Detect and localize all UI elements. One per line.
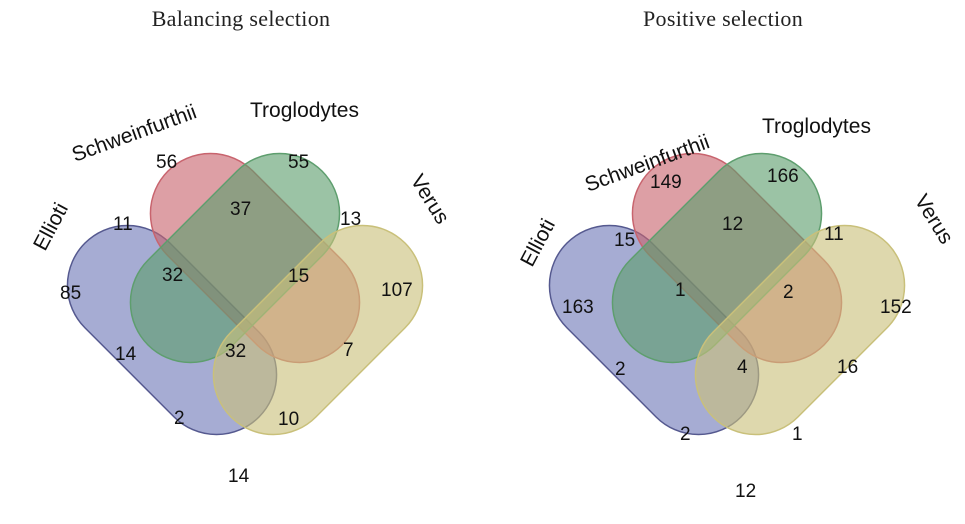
count-ellioti-verus: 14 <box>228 466 250 487</box>
venn-diagram-balancing: Ellioti Schweinfurthii Troglodytes Verus… <box>29 99 454 487</box>
count-ellioti: 85 <box>60 283 81 304</box>
set-label-ellioti: Ellioti <box>29 199 73 254</box>
set-ellipses <box>548 152 906 436</box>
count-ellioti-schweinfurthii-verus: 10 <box>278 409 299 430</box>
count-schweinfurthii-troglodytes-verus: 15 <box>288 266 309 287</box>
set-label-troglodytes: Troglodytes <box>762 115 871 138</box>
count-verus: 107 <box>381 280 413 301</box>
venn-diagram-positive: Ellioti Schweinfurthii Troglodytes Verus… <box>516 115 958 502</box>
count-schweinfurthii-verus: 7 <box>343 340 354 361</box>
count-ellioti-schweinfurthii-troglodytes: 1 <box>675 280 686 301</box>
count-ellioti-schweinfurthii-troglodytes: 32 <box>162 265 183 286</box>
count-schweinfurthii: 56 <box>156 152 177 173</box>
count-ellioti-troglodytes: 14 <box>115 344 137 365</box>
set-ellipses <box>66 152 424 436</box>
count-ellioti-troglodytes: 2 <box>615 359 626 380</box>
count-troglodytes-verus: 13 <box>340 209 361 230</box>
set-label-verus: Verus <box>406 170 454 228</box>
count-all-four: 32 <box>225 341 246 362</box>
count-schweinfurthii: 149 <box>650 172 682 193</box>
venn-panel-positive: Ellioti Schweinfurthii Troglodytes Verus… <box>482 0 964 524</box>
count-ellioti-schweinfurthii: 11 <box>113 214 133 235</box>
region-counts: 163 149 166 152 15 12 11 1 2 2 4 16 2 1 … <box>562 166 912 502</box>
count-schweinfurthii-verus: 16 <box>837 357 858 378</box>
count-ellioti: 163 <box>562 297 594 318</box>
count-troglodytes-verus: 11 <box>824 224 844 245</box>
count-ellioti-verus: 12 <box>735 481 756 502</box>
panel-title: Positive selection <box>643 6 803 31</box>
set-label-schweinfurthii: Schweinfurthii <box>69 100 200 166</box>
region-counts: 85 56 55 107 11 37 13 32 15 14 32 7 2 10… <box>60 152 413 487</box>
ellipse-verus <box>212 224 424 436</box>
count-all-four: 4 <box>737 357 748 378</box>
count-ellioti-troglodytes-verus: 2 <box>174 408 185 429</box>
set-label-verus: Verus <box>910 190 958 248</box>
count-ellioti-schweinfurthii: 15 <box>614 230 635 251</box>
panel-title: Balancing selection <box>151 6 331 31</box>
ellipse-verus <box>694 224 906 436</box>
count-troglodytes: 166 <box>767 166 799 187</box>
set-label-troglodytes: Troglodytes <box>250 99 359 122</box>
count-ellioti-troglodytes-verus: 2 <box>680 424 691 445</box>
count-schweinfurthii-troglodytes: 12 <box>722 214 743 235</box>
count-schweinfurthii-troglodytes: 37 <box>230 199 251 220</box>
venn-panel-balancing: Ellioti Schweinfurthii Troglodytes Verus… <box>0 0 482 524</box>
count-schweinfurthii-troglodytes-verus: 2 <box>783 282 794 303</box>
count-verus: 152 <box>880 297 912 318</box>
count-troglodytes: 55 <box>288 152 309 173</box>
count-ellioti-schweinfurthii-verus: 1 <box>792 424 803 445</box>
